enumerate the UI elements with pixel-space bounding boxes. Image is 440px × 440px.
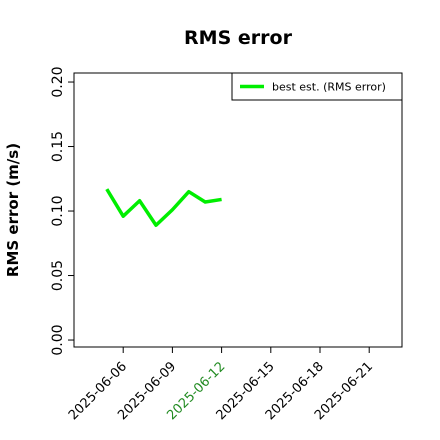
y-tick-label: 0.20: [50, 66, 66, 97]
y-tick-label: 0.00: [50, 324, 66, 355]
y-axis-label: RMS error (m/s): [4, 143, 22, 277]
y-tick-label: 0.10: [50, 195, 66, 226]
chart-title: RMS error: [184, 27, 293, 49]
series-line: [105, 188, 222, 227]
legend-label: best est. (RMS error): [272, 81, 386, 94]
y-tick-label: 0.15: [50, 131, 66, 162]
plot-frame: [73, 72, 403, 348]
y-tick-label: 0.05: [50, 260, 66, 291]
